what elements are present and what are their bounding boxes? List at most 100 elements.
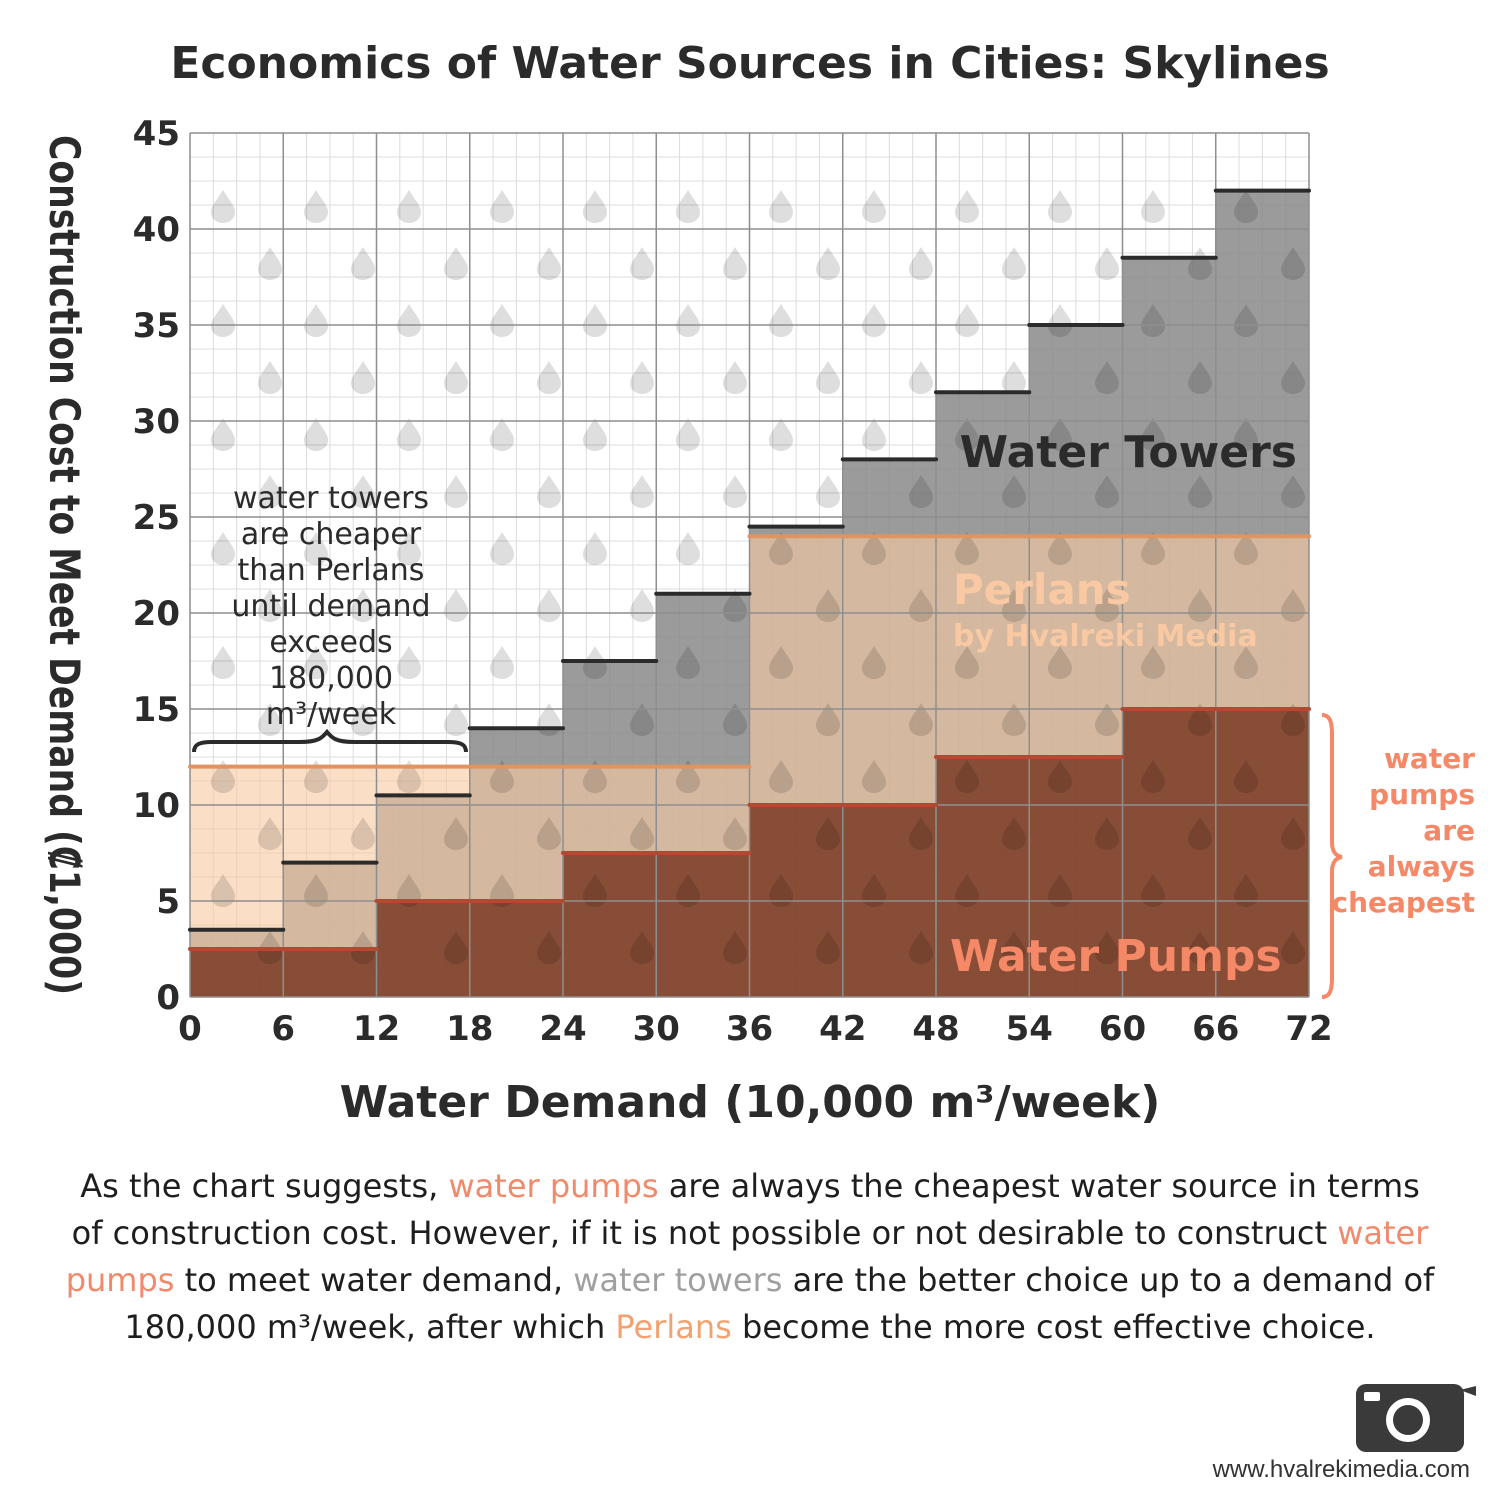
- x-tick-label: 18: [446, 1009, 493, 1049]
- water-drop-icon: [909, 247, 933, 280]
- water-drop-icon: [630, 361, 654, 394]
- water-drop-icon: [258, 247, 282, 280]
- water-drop-icon: [1048, 190, 1072, 223]
- y-tick-label: 5: [156, 882, 180, 922]
- water-drop-icon: [816, 361, 840, 394]
- legend-water-towers: Water Towers: [960, 427, 1297, 478]
- water-drop-icon: [862, 532, 886, 565]
- caption-text-5: become the more cost effective choice.: [731, 1308, 1376, 1346]
- water-drop-icon: [211, 760, 235, 793]
- water-drop-icon: [1048, 760, 1072, 793]
- x-axis-ticks: 0 6 12 18 24 30 36 42 48 54 60 66 72: [178, 1009, 1333, 1049]
- water-drop-icon: [955, 418, 979, 451]
- curly-brace-horizontal: [192, 728, 468, 753]
- water-drop-icon: [723, 703, 747, 736]
- water-drop-icon: [676, 760, 700, 793]
- water-drop-icon: [444, 361, 468, 394]
- legend-perlans-subtitle: by Hvalreki Media: [953, 619, 1258, 654]
- water-drop-icon: [1281, 247, 1305, 280]
- water-drop-icon: [1188, 931, 1212, 964]
- caption-highlight-water-pumps: water pumps: [448, 1167, 659, 1205]
- water-drop-icon: [816, 817, 840, 850]
- water-drop-icon: [676, 304, 700, 337]
- water-drop-icon: [490, 760, 514, 793]
- y-tick-label: 45: [133, 114, 180, 154]
- water-drop-icon: [444, 817, 468, 850]
- water-drop-icon: [211, 646, 235, 679]
- annotation-line: until demand: [231, 589, 430, 624]
- water-drop-icon: [444, 703, 468, 736]
- water-drop-icon: [351, 703, 375, 736]
- water-drop-icon: [909, 475, 933, 508]
- water-drop-icon: [769, 532, 793, 565]
- y-tick-label: 35: [133, 306, 180, 346]
- caption-text-3: to meet water demand,: [174, 1261, 574, 1299]
- water-drop-icon: [1141, 304, 1165, 337]
- water-drop-icon: [723, 247, 747, 280]
- water-drop-icon: [816, 931, 840, 964]
- water-drop-icon: [1281, 475, 1305, 508]
- water-drop-icon: [1048, 304, 1072, 337]
- water-drop-icon: [583, 418, 607, 451]
- water-drop-icon: [676, 190, 700, 223]
- water-drop-icon: [258, 817, 282, 850]
- water-drop-icon: [258, 361, 282, 394]
- water-drop-icon: [769, 646, 793, 679]
- water-drop-icon: [444, 931, 468, 964]
- caption-text-4: are the better choice up to a demand of …: [124, 1261, 1435, 1346]
- water-drop-icon: [630, 475, 654, 508]
- water-drop-icon: [1095, 247, 1119, 280]
- water-drop-icon: [304, 646, 328, 679]
- water-drop-icon: [397, 190, 421, 223]
- caption-text-1: As the chart suggests,: [80, 1167, 449, 1205]
- y-axis-ticks: 0 5 10 15 20 25 30 35 40 45: [133, 114, 180, 1018]
- water-drop-icon: [397, 646, 421, 679]
- water-drop-icon: [304, 874, 328, 907]
- annotation-line: exceeds: [269, 625, 392, 660]
- water-drop-icon: [351, 247, 375, 280]
- water-drop-icon: [444, 475, 468, 508]
- x-tick-label: 24: [539, 1009, 586, 1049]
- water-drop-icon: [676, 418, 700, 451]
- water-drop-icon: [211, 532, 235, 565]
- water-drop-icon: [630, 817, 654, 850]
- water-drop-icon: [397, 418, 421, 451]
- water-drop-icon: [769, 874, 793, 907]
- water-drop-icon: [258, 703, 282, 736]
- water-drop-icon: [397, 874, 421, 907]
- water-drop-icon: [862, 646, 886, 679]
- water-drop-icon: [769, 418, 793, 451]
- annotation-line: cheapest: [1332, 886, 1476, 919]
- water-drop-icon: [537, 247, 561, 280]
- x-tick-label: 0: [178, 1009, 202, 1049]
- water-drop-icon: [955, 760, 979, 793]
- water-drop-icon: [1281, 931, 1305, 964]
- water-drop-icon: [1048, 418, 1072, 451]
- water-drop-icon: [909, 931, 933, 964]
- x-tick-label: 66: [1192, 1009, 1239, 1049]
- water-drop-icon: [862, 190, 886, 223]
- caption-highlight-water-pumps-2: water pumps: [65, 1214, 1429, 1299]
- water-drop-icon: [862, 874, 886, 907]
- water-drop-icon: [723, 931, 747, 964]
- website-url: www.hvalrekimedia.com: [1212, 1456, 1470, 1483]
- water-drop-icon: [630, 247, 654, 280]
- water-drop-icon: [769, 760, 793, 793]
- water-drop-icon: [304, 760, 328, 793]
- water-drop-icon: [1095, 703, 1119, 736]
- water-drop-icon: [1234, 190, 1258, 223]
- water-drop-icon: [1234, 760, 1258, 793]
- x-tick-label: 42: [819, 1009, 866, 1049]
- caption-highlight-perlans: Perlans: [615, 1308, 732, 1346]
- water-drop-icon: [490, 646, 514, 679]
- water-drop-icon: [1141, 646, 1165, 679]
- x-tick-label: 12: [353, 1009, 400, 1049]
- water-drop-icon: [304, 532, 328, 565]
- water-drop-icon: [351, 475, 375, 508]
- x-tick-label: 48: [912, 1009, 959, 1049]
- water-drop-icon: [1095, 361, 1119, 394]
- water-drop-icon: [723, 361, 747, 394]
- water-drop-icon: [955, 646, 979, 679]
- y-tick-label: 0: [156, 978, 180, 1018]
